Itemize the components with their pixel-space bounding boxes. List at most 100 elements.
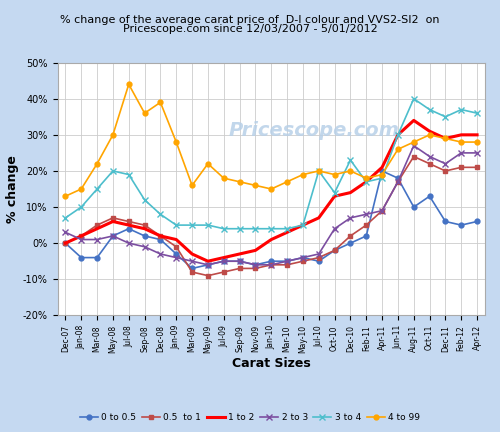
1 to 2	[395, 132, 401, 137]
0.5  to 1	[94, 222, 100, 228]
1 to 2	[221, 255, 227, 260]
0 to 0.5	[332, 248, 338, 253]
2 to 3	[379, 208, 385, 213]
4 to 99	[236, 179, 242, 184]
0 to 0.5	[395, 175, 401, 181]
0.5  to 1	[268, 262, 274, 267]
0 to 0.5	[252, 262, 258, 267]
3 to 4	[205, 222, 211, 228]
4 to 99	[363, 175, 369, 181]
3 to 4	[158, 212, 164, 217]
2 to 3	[252, 262, 258, 267]
3 to 4	[379, 175, 385, 181]
Text: % change of the average carat price of  D-I colour and VVS2-SI2  on: % change of the average carat price of D…	[60, 15, 440, 25]
0 to 0.5	[173, 251, 179, 257]
3 to 4	[62, 215, 68, 220]
0.5  to 1	[205, 273, 211, 278]
0 to 0.5	[62, 241, 68, 246]
3 to 4	[442, 114, 448, 119]
0.5  to 1	[78, 233, 84, 238]
1 to 2	[189, 251, 195, 257]
0 to 0.5	[316, 259, 322, 264]
2 to 3	[474, 150, 480, 156]
Line: 3 to 4: 3 to 4	[62, 96, 480, 232]
2 to 3	[158, 251, 164, 257]
2 to 3	[458, 150, 464, 156]
0.5  to 1	[189, 270, 195, 275]
4 to 99	[411, 140, 417, 145]
0.5  to 1	[379, 208, 385, 213]
1 to 2	[252, 248, 258, 253]
4 to 99	[458, 140, 464, 145]
2 to 3	[173, 255, 179, 260]
4 to 99	[474, 140, 480, 145]
1 to 2	[158, 233, 164, 238]
4 to 99	[94, 161, 100, 166]
0 to 0.5	[379, 168, 385, 174]
1 to 2	[62, 241, 68, 246]
2 to 3	[94, 237, 100, 242]
4 to 99	[158, 100, 164, 105]
1 to 2	[379, 165, 385, 170]
4 to 99	[221, 175, 227, 181]
Line: 0 to 0.5: 0 to 0.5	[63, 168, 480, 271]
4 to 99	[284, 179, 290, 184]
3 to 4	[284, 226, 290, 231]
4 to 99	[348, 168, 354, 174]
4 to 99	[442, 136, 448, 141]
2 to 3	[221, 259, 227, 264]
Line: 1 to 2: 1 to 2	[66, 121, 477, 261]
4 to 99	[395, 147, 401, 152]
1 to 2	[348, 190, 354, 195]
0.5  to 1	[236, 266, 242, 271]
3 to 4	[316, 168, 322, 174]
0.5  to 1	[442, 168, 448, 174]
X-axis label: Carat Sizes: Carat Sizes	[232, 358, 310, 371]
0 to 0.5	[411, 204, 417, 210]
3 to 4	[268, 226, 274, 231]
3 to 4	[395, 132, 401, 137]
2 to 3	[316, 251, 322, 257]
2 to 3	[205, 262, 211, 267]
4 to 99	[78, 187, 84, 192]
1 to 2	[411, 118, 417, 123]
1 to 2	[142, 226, 148, 231]
0 to 0.5	[348, 241, 354, 246]
0 to 0.5	[474, 219, 480, 224]
0.5  to 1	[348, 233, 354, 238]
0 to 0.5	[158, 237, 164, 242]
3 to 4	[300, 222, 306, 228]
2 to 3	[284, 259, 290, 264]
2 to 3	[110, 233, 116, 238]
0 to 0.5	[78, 255, 84, 260]
3 to 4	[94, 187, 100, 192]
Y-axis label: % change: % change	[6, 155, 18, 223]
1 to 2	[300, 222, 306, 228]
1 to 2	[442, 136, 448, 141]
3 to 4	[78, 204, 84, 210]
0 to 0.5	[363, 233, 369, 238]
0.5  to 1	[363, 222, 369, 228]
Line: 0.5  to 1: 0.5 to 1	[63, 154, 480, 278]
0 to 0.5	[442, 219, 448, 224]
1 to 2	[110, 219, 116, 224]
0.5  to 1	[173, 244, 179, 249]
2 to 3	[126, 241, 132, 246]
1 to 2	[205, 259, 211, 264]
2 to 3	[332, 226, 338, 231]
4 to 99	[332, 172, 338, 177]
4 to 99	[316, 168, 322, 174]
3 to 4	[458, 107, 464, 112]
4 to 99	[252, 183, 258, 188]
4 to 99	[142, 111, 148, 116]
2 to 3	[300, 255, 306, 260]
3 to 4	[474, 111, 480, 116]
0.5  to 1	[284, 262, 290, 267]
4 to 99	[205, 161, 211, 166]
0 to 0.5	[205, 262, 211, 267]
3 to 4	[236, 226, 242, 231]
0.5  to 1	[110, 215, 116, 220]
4 to 99	[189, 183, 195, 188]
3 to 4	[189, 222, 195, 228]
0.5  to 1	[221, 270, 227, 275]
